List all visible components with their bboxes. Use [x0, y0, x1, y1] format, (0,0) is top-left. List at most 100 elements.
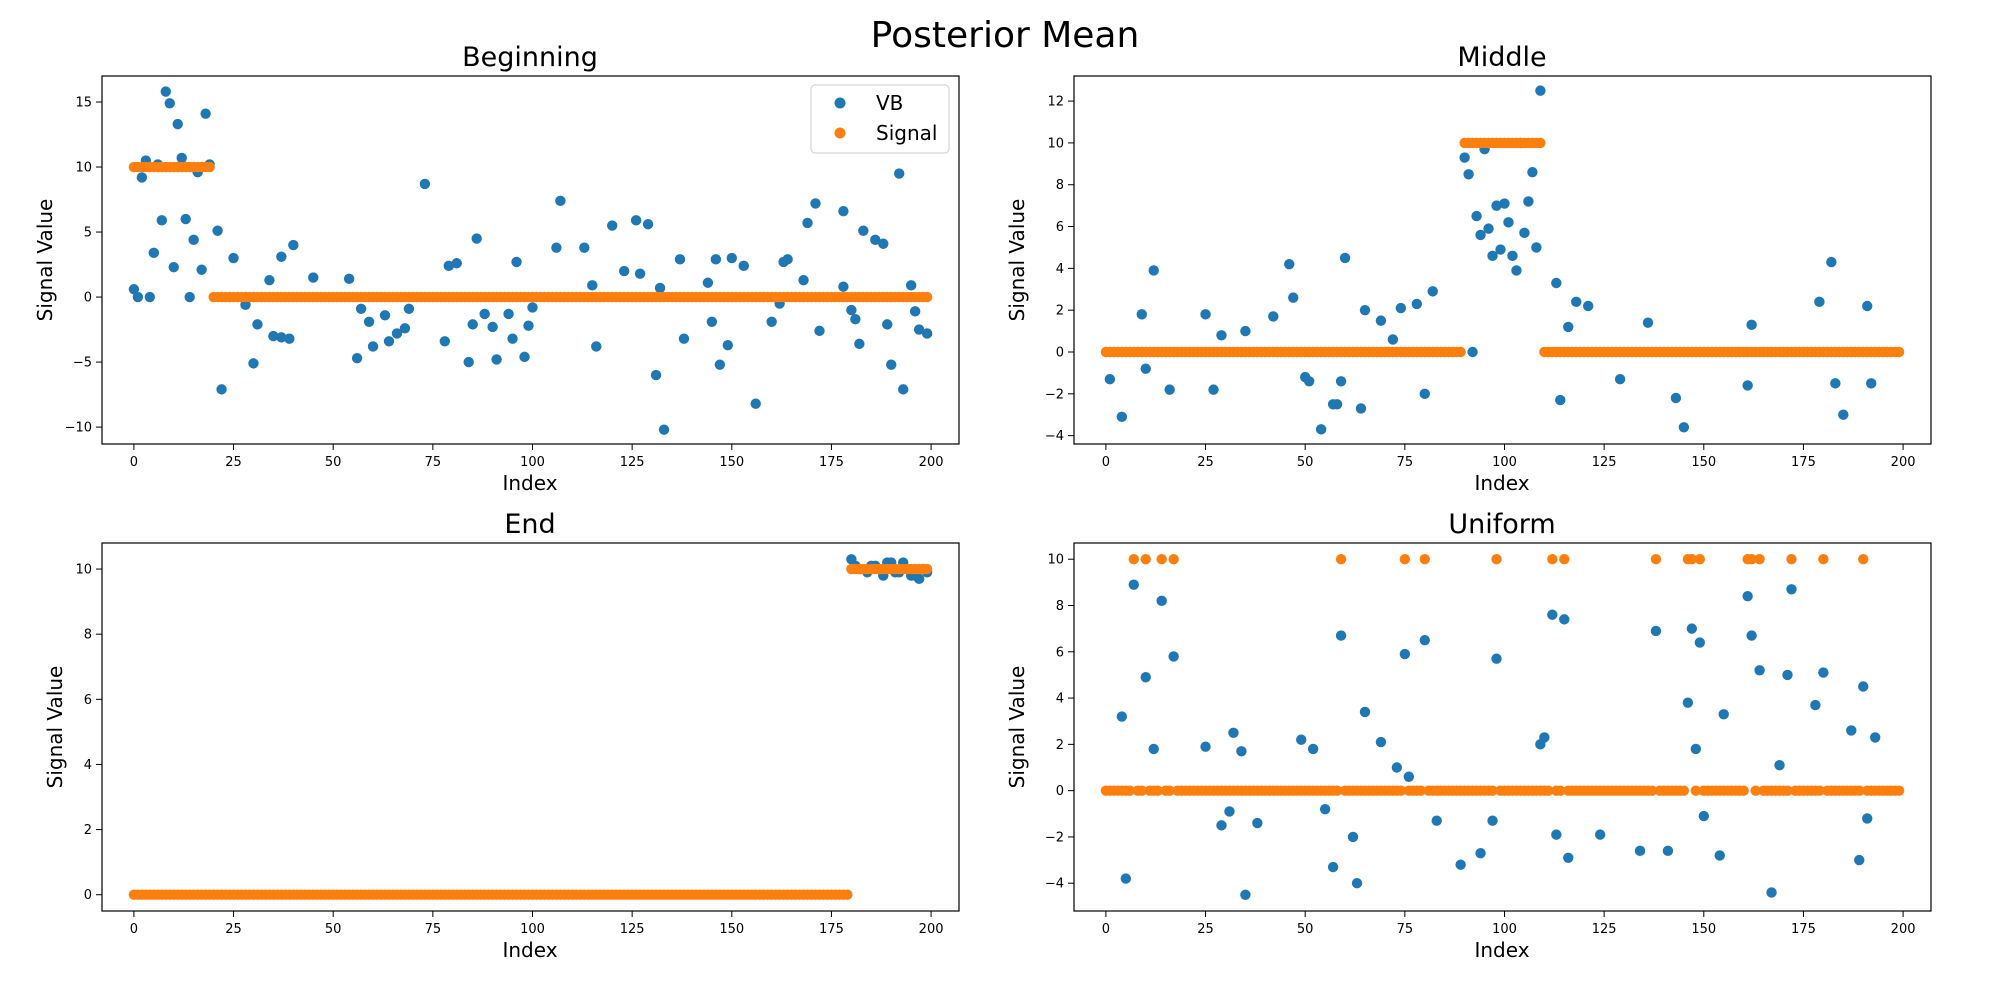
vb-point [1754, 665, 1765, 676]
vb-point [176, 152, 187, 164]
x-tick-label: 75 [425, 922, 442, 937]
vb-point [894, 168, 905, 179]
vb-point [1268, 311, 1279, 322]
x-tick-label: 50 [1297, 922, 1314, 937]
vb-point [1499, 198, 1510, 209]
axis-ticks: 0 25 50 75 100 125 150 175 200 0 2 4 6 8 10 [75, 563, 943, 937]
vb-point [706, 316, 718, 327]
vb-point [909, 306, 921, 317]
subplot-end: End Index Signal Value 0 25 50 75 100 125 150 1… [43, 509, 960, 962]
vb-point [248, 358, 259, 369]
y-tick-label: 10 [75, 563, 92, 578]
vb-point [1686, 623, 1698, 634]
vb-point [654, 282, 666, 294]
vb-point [443, 260, 454, 272]
vb-point [1662, 845, 1674, 857]
vb-point [403, 303, 415, 314]
y-tick-label: 4 [1056, 692, 1064, 707]
y-tick-label: 15 [75, 96, 92, 111]
subplot-middle: Middle Index Signal Value 0 25 50 75 100 125 1… [1005, 42, 1932, 495]
vb-point [196, 264, 207, 275]
vb-point [1431, 815, 1442, 826]
vb-point [854, 338, 865, 350]
x-tick-label: 75 [1397, 455, 1414, 470]
vb-point [766, 316, 777, 327]
subplot-title: Beginning [462, 42, 598, 73]
vb-point [1614, 373, 1626, 385]
vb-point [308, 272, 319, 283]
vb-point [1539, 732, 1550, 743]
vb-point [1419, 388, 1430, 400]
vb-point [511, 256, 522, 268]
vb-point [1650, 625, 1662, 637]
vb-point [1682, 697, 1694, 708]
vb-point [591, 341, 602, 352]
vb-point [1810, 699, 1821, 711]
vb-point [802, 217, 813, 229]
vb-point [1583, 300, 1594, 312]
vb-point [674, 254, 686, 265]
vb-point [1116, 411, 1128, 423]
plot-frame [1073, 542, 1932, 912]
y-tick-label: 6 [1056, 645, 1064, 660]
vb-point [1391, 762, 1403, 773]
legend: VB Signal [810, 84, 950, 154]
vb-point [650, 369, 662, 381]
signal-point [1786, 554, 1797, 565]
vb-point [1288, 292, 1299, 303]
x-tick-label: 150 [1691, 922, 1716, 937]
y-tick-label: 0 [1056, 784, 1064, 799]
signal-point [1555, 785, 1566, 796]
signal-point [1395, 785, 1407, 796]
vb-point [1399, 648, 1411, 660]
vb-point [399, 323, 411, 334]
vb-point [1355, 403, 1367, 414]
vb-point [555, 195, 566, 207]
vb-point [1327, 861, 1339, 873]
legend-label-signal: Signal [876, 121, 937, 145]
vb-point [1335, 376, 1347, 387]
y-tick-label: 8 [84, 628, 92, 643]
signal-point [1487, 785, 1498, 796]
x-tick-label: 25 [1197, 922, 1214, 937]
vb-point [814, 325, 825, 337]
vb-point [156, 215, 167, 226]
vb-point [607, 220, 618, 231]
vb-point [471, 233, 482, 244]
vb-point [1826, 256, 1837, 268]
y-tick-label: −4 [1045, 877, 1064, 892]
vb-point [1766, 887, 1777, 898]
vb-point [379, 310, 391, 321]
vb-point [136, 172, 148, 183]
vb-point [838, 206, 849, 217]
signal-point [1335, 554, 1347, 565]
x-tick-label: 100 [1492, 455, 1517, 470]
vb-point [228, 252, 239, 264]
signal-point [1686, 554, 1698, 565]
x-tick-label: 125 [620, 922, 645, 937]
vb-point [642, 219, 654, 230]
vb-point [1395, 302, 1407, 314]
vb-point [1746, 319, 1757, 331]
vb-point [1303, 376, 1315, 387]
signal-point [1331, 785, 1343, 796]
y-axis-label: Signal Value [33, 199, 57, 322]
vb-point [1483, 223, 1494, 234]
signal-point [1547, 554, 1558, 565]
y-tick-label: −5 [73, 356, 92, 371]
y-tick-label: 0 [1056, 346, 1064, 361]
vb-point [798, 274, 809, 286]
subplot-title: End [504, 509, 555, 540]
y-tick-label: 2 [1056, 304, 1064, 319]
y-tick-label: −2 [1045, 387, 1064, 402]
y-tick-label: 8 [1056, 599, 1064, 614]
vb-point [858, 225, 869, 236]
signal-point [1156, 554, 1167, 565]
vb-point [1869, 732, 1881, 743]
signal-point [1455, 346, 1466, 358]
vb-point [846, 304, 857, 316]
vb-point [878, 238, 889, 249]
vb-point [1742, 380, 1753, 391]
vb-point [1116, 711, 1128, 722]
